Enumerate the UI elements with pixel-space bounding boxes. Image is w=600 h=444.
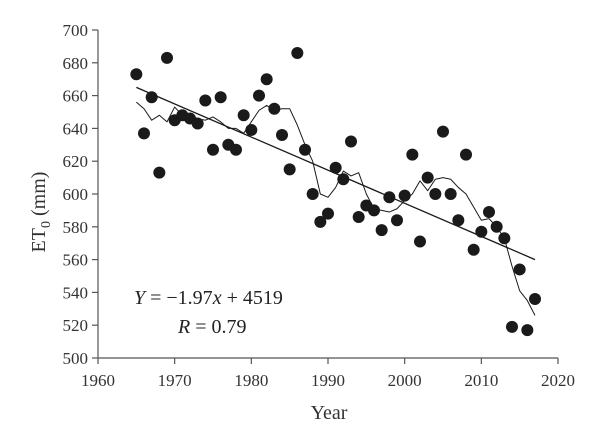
x-axis-title: Year [311,402,348,424]
data-point [230,143,242,156]
data-point [237,109,250,122]
tick-labels: 500 520 540 560 580 600 620 640 660 680 700 1960 197… [63,21,576,390]
data-point [276,128,288,141]
equation-var: x [212,287,222,309]
moving-average-line [136,101,536,316]
data-point [322,207,334,220]
data-point [391,214,403,227]
y-axis-title-main: ET [28,228,50,252]
data-point [161,51,173,64]
data-point [306,188,319,200]
data-point [460,148,472,161]
data-point [130,68,143,81]
y-tick-label: 620 [63,152,89,171]
data-point [513,263,526,276]
x-tick-label: 1970 [158,371,192,390]
y-tick-label: 520 [63,316,89,335]
data-point [368,204,380,217]
data-point [207,143,219,156]
data-point [337,173,350,186]
data-point [452,214,465,227]
equation-lhs: Y [134,287,147,309]
data-point [268,102,281,115]
x-tick-label: 2010 [464,371,498,390]
data-point [375,224,388,237]
y-axis-title: ET0 (mm) [28,172,54,253]
data-point [383,191,396,204]
data-point [329,161,342,174]
data-point [145,91,158,104]
y-axis-title-sub: 0 [39,221,54,228]
x-tick-label: 2020 [541,371,575,390]
y-axis-title-unit: (mm) [28,172,50,221]
x-tick-label: 1980 [234,371,268,390]
regression-equation: Y = −1.97x + 4519 [134,287,283,309]
data-point [191,117,204,130]
y-tick-label: 700 [63,21,89,40]
data-point [490,220,503,233]
data-point [444,188,457,200]
x-tick-label: 2000 [388,371,422,390]
data-point [521,324,534,337]
data-point [398,189,411,202]
data-point [138,127,150,140]
data-point [199,94,212,107]
data-point [352,210,365,223]
equation-mid: = −1.97 [145,287,213,309]
data-point [437,125,449,138]
data-point [483,206,495,219]
y-tick-label: 560 [63,251,89,270]
data-point [214,91,227,104]
y-tick-label: 580 [63,218,89,237]
equation-rhs: + 4519 [222,287,283,309]
data-point [299,143,311,156]
axes [92,29,559,364]
data-point [283,163,296,176]
data-point [429,188,442,200]
correlation-coefficient: R = 0.79 [177,316,247,338]
data-point [245,124,258,137]
data-point [506,320,518,333]
data-point [314,215,327,228]
x-tick-label: 1990 [311,371,345,390]
data-point [475,225,488,238]
y-tick-label: 600 [63,185,89,204]
y-tick-label: 680 [63,54,89,73]
y-tick-label: 500 [63,349,89,368]
data-point [153,166,166,179]
data-point [421,171,434,184]
data-point [414,235,426,248]
data-point [467,243,480,256]
r-rest: = 0.79 [190,316,246,338]
y-tick-label: 540 [63,283,89,302]
x-tick-label: 1960 [81,371,115,390]
data-point [291,46,304,59]
y-tick-label: 640 [63,119,89,138]
data-point [529,292,541,305]
y-tick-label: 660 [63,87,89,106]
data-point [260,73,273,86]
plot-area [130,46,541,337]
data-point [498,232,511,245]
data-point [253,89,265,102]
data-point [406,148,419,161]
data-point [345,135,357,148]
r-var: R [177,316,190,338]
